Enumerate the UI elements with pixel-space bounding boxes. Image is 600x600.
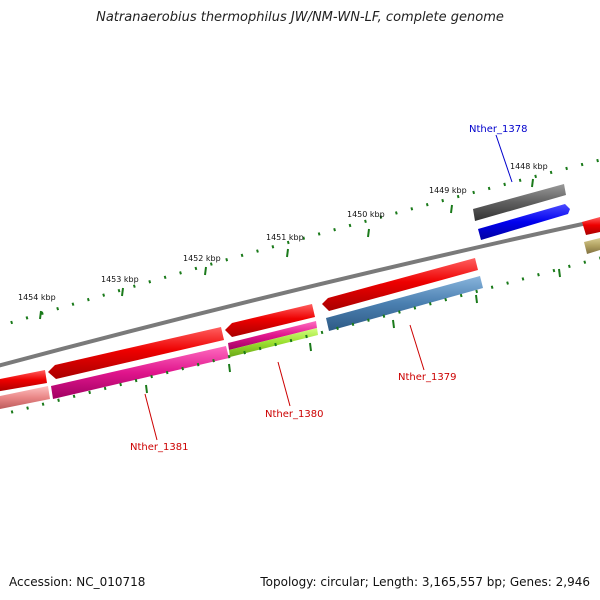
genome-title: Natranaerobius thermophilus JW/NM-WN-LF,… <box>96 10 504 25</box>
gene-red-1379[interactable] <box>322 258 478 311</box>
gene-magenta-1381[interactable] <box>51 346 229 399</box>
topology-text: Topology: circular; Length: 3,165,557 bp… <box>260 575 590 589</box>
gene-label-leaders <box>144 134 513 441</box>
gene-blue-1378[interactable] <box>478 204 570 240</box>
gene-salmon-left[interactable] <box>0 386 50 410</box>
leader-1379 <box>409 324 425 371</box>
kbp-label-1451: 1451 kbp <box>266 233 304 242</box>
outer-tick-band <box>0 158 600 328</box>
gene-olive-right[interactable] <box>584 238 600 254</box>
gene-label-nther-1381[interactable]: Nther_1381 <box>130 442 188 453</box>
leader-1380 <box>277 361 291 407</box>
gene-magenta-1380[interactable] <box>228 321 317 350</box>
accession-text: Accession: NC_010718 <box>9 575 146 589</box>
gene-steel-1379[interactable] <box>326 276 483 331</box>
annotation-row-genes <box>0 204 600 410</box>
kbp-labels: 1448 kbp 1449 kbp 1450 kbp 1451 kbp 1452… <box>18 162 548 302</box>
gene-label-nther-1379[interactable]: Nther_1379 <box>398 372 456 383</box>
gene-red-1380[interactable] <box>225 304 315 337</box>
gene-label-nther-1380[interactable]: Nther_1380 <box>265 409 323 420</box>
kbp-label-1452: 1452 kbp <box>183 254 221 263</box>
forward-strand-genes <box>0 184 600 392</box>
kbp-label-1449: 1449 kbp <box>429 186 467 195</box>
kbp-label-1448: 1448 kbp <box>510 162 548 171</box>
gene-label-nther-1378[interactable]: Nther_1378 <box>469 124 527 135</box>
gene-lime-1380[interactable] <box>229 328 318 357</box>
kbp-label-1453: 1453 kbp <box>101 275 139 284</box>
leader-1378 <box>495 134 513 183</box>
outer-major-ticks <box>39 178 534 320</box>
gene-gray-forward[interactable] <box>473 184 566 221</box>
gene-red-1381[interactable] <box>48 327 224 379</box>
gene-red-left-edge[interactable] <box>0 370 47 392</box>
genome-backbone <box>0 218 600 368</box>
inner-major-ticks <box>145 268 561 394</box>
kbp-label-1450: 1450 kbp <box>347 210 385 219</box>
gene-red-edge-right[interactable] <box>582 217 600 235</box>
gene-labels: Nther_1378 Nther_1379 Nther_1380 Nther_1… <box>130 124 527 453</box>
leader-1381 <box>144 393 158 441</box>
kbp-label-1454: 1454 kbp <box>18 293 56 302</box>
